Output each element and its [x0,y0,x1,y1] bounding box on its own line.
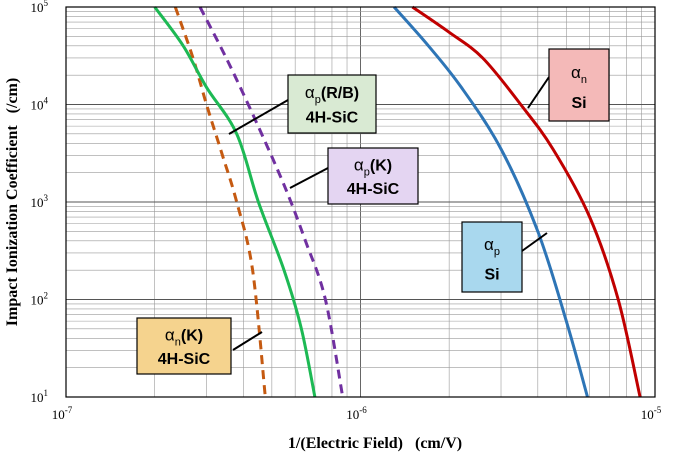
x-axis-label: 1/(Electric Field) (cm/V) [288,435,462,452]
plot-frame [65,6,656,398]
x-tick-label: 10-5 [641,405,662,422]
label-line1: αp(K) [354,155,392,178]
label-leader-line [232,331,263,351]
y-tick-label: 103 [31,193,49,210]
label-leader-line [521,232,548,252]
label-leader-line [228,99,289,135]
label-line2: Si [484,266,499,283]
label-line1: αn(K) [165,325,203,348]
label-box [327,147,419,205]
label-line2: 4H-SiC [158,351,211,368]
label-line2: 4H-SiC [347,181,400,198]
label-ap-k-4h-sic: αp(K) 4H-SiC [289,147,419,205]
series-lines [153,5,642,398]
series-line-an-si [411,5,642,398]
label-an-si: αn Si [527,48,610,122]
label-ap-rb-4h-sic: αp(R/B) 4H-SiC [228,74,377,135]
x-tick-label: 10-7 [52,405,73,422]
label-line2: 4H-SiC [306,110,359,127]
y-tick-label: 102 [31,291,49,308]
y-tick-label: 101 [31,388,49,405]
label-line1: αn [571,63,587,86]
y-tick-label: 105 [31,0,49,15]
label-line1: αp [484,235,500,258]
series-line-ap-k-4h-sic [198,6,345,398]
y-tick-label: 104 [31,96,49,113]
series-line-ap-si [392,6,589,398]
label-line1: αp(R/B) [305,83,359,106]
y-axis-label: Impact Ionization Coefficient (/cm) [4,78,21,326]
label-an-k-4h-sic: αn(K) 4H-SiC [136,317,263,375]
series-labels: αn(K)4H-SiCαp(R/B)4H-SiCαp(K)4H-SiCαpSiα… [136,48,610,375]
label-box [287,74,377,134]
label-leader-line [289,167,329,189]
label-box [136,317,232,375]
label-box [461,221,523,293]
series-line-ap-rb-4h-sic [153,6,317,398]
label-leader-line [527,76,550,109]
x-tick-label: 10-6 [346,405,367,422]
label-line2: Si [571,95,586,112]
tick-labels: 10-7 10-6 10-5 101 102 103 104 105 [31,0,662,422]
label-box [548,48,610,122]
label-ap-si: αp Si [461,221,548,293]
